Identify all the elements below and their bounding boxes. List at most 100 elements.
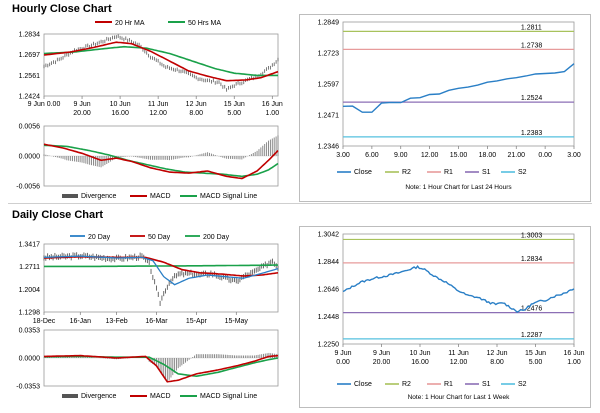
legend-200day-label: 200 Day <box>203 234 230 241</box>
x-tick-label: 16 Jun <box>563 350 584 357</box>
hourly-macd-chart: -0.0056 0.0000 0.0056 Divergence MACD MACD Si… <box>16 124 279 200</box>
legend-s1-label: S1 <box>482 381 491 388</box>
x-tick-label: 0.00 <box>538 152 552 159</box>
legend-divergence-swatch <box>62 394 78 398</box>
y-tick-label: 0.0353 <box>19 328 41 335</box>
y-tick-label: 0.0056 <box>19 124 41 131</box>
legend-r1-label: R1 <box>444 381 453 388</box>
hourly-24h-chart: 1.2346 1.2471 1.2597 1.2723 1.2849 1.2811 1.27… <box>318 20 581 192</box>
y-tick-label: 1.3417 <box>19 242 41 249</box>
x-tick-label: 16-Mar <box>145 318 168 325</box>
x-tick-label: 3.00 <box>567 152 581 159</box>
x-tick-label: 18-Dec <box>33 318 56 325</box>
legend-20hr-label: 20 Hr MA <box>115 20 145 27</box>
y-tick-label: 0.0000 <box>19 356 41 363</box>
plot-frame <box>342 21 575 147</box>
level-s2-label: 1.2287 <box>521 332 543 339</box>
legend-divergence-label: Divergence <box>81 393 117 400</box>
y-tick-label: -0.0056 <box>16 184 40 191</box>
legend-s2-label: S2 <box>518 169 527 176</box>
x-tick-label: 21.00 <box>507 152 525 159</box>
x-tick-label: 11 Jun <box>448 350 469 357</box>
x-tick-label: 8.00 <box>189 110 203 117</box>
legend-macd-label: MACD <box>150 393 171 400</box>
plot-frame <box>342 233 575 345</box>
level-r1-label: 1.2738 <box>521 42 543 49</box>
level-r2-label: 1.3003 <box>521 232 543 239</box>
x-tick-label: 12.00 <box>421 152 439 159</box>
plot-frame <box>43 243 279 313</box>
legend-close-label: Close <box>354 381 372 388</box>
y-tick-label: 1.2697 <box>19 52 41 59</box>
chart-note: Note: 1 Hour Chart for Last 1 Week <box>408 394 511 401</box>
x-tick-label: 16.00 <box>111 110 129 117</box>
level-s2-label: 1.2383 <box>521 130 543 137</box>
x-tick-label: 1.00 <box>567 359 581 366</box>
macd-signal-line <box>43 144 279 178</box>
x-tick-label: 8.00 <box>490 359 504 366</box>
ma50-line <box>43 45 278 77</box>
x-tick-label: 3.00 <box>336 152 350 159</box>
x-tick-label: 15 Jun <box>224 101 245 108</box>
y-tick-label: 1.2471 <box>318 113 340 120</box>
chart-note: Note: 1 Hour Chart for Last 24 Hours <box>405 184 512 191</box>
y-tick-label: 1.3042 <box>318 232 340 239</box>
y-tick-label: 1.2849 <box>318 20 340 27</box>
x-tick-label: 20.00 <box>373 359 391 366</box>
level-s1-label: 1.2476 <box>521 306 543 313</box>
x-tick-label: 12 Jun <box>186 101 207 108</box>
x-tick-label: 9 Jun <box>373 350 390 357</box>
daily-week-panel <box>299 226 591 408</box>
x-tick-label: 0.00 <box>336 359 350 366</box>
ma20-line <box>43 255 279 286</box>
x-tick-label: 20.00 <box>73 110 91 117</box>
x-tick-label: 11 Jun <box>148 101 169 108</box>
y-tick-label: -0.0353 <box>16 384 40 391</box>
y-tick-label: 1.2250 <box>318 342 340 349</box>
legend-divergence-swatch <box>62 194 78 198</box>
x-tick-label: 12.00 <box>450 359 468 366</box>
x-tick-label: 9.00 <box>394 152 408 159</box>
ma200-line <box>44 264 278 268</box>
x-tick-label: 9 Jun <box>73 101 90 108</box>
y-tick-label: 0.0000 <box>19 154 41 161</box>
x-tick-label: 15-May <box>225 318 249 325</box>
legend-signal-label: MACD Signal Line <box>200 393 257 400</box>
y-tick-label: 1.2561 <box>19 73 41 80</box>
x-tick-label: 15.00 <box>450 152 468 159</box>
x-tick-label: 16 Jun <box>262 101 283 108</box>
x-tick-label: 15 Jun <box>525 350 546 357</box>
legend-50day-label: 50 Day <box>148 234 171 241</box>
y-tick-label: 1.2834 <box>19 32 41 39</box>
y-tick-label: 1.2346 <box>318 144 340 151</box>
legend-s2-label: S2 <box>518 381 527 388</box>
y-tick-label: 1.1298 <box>19 310 41 317</box>
x-tick-label: 1.00 <box>265 110 279 117</box>
y-tick-label: 1.2004 <box>19 287 41 294</box>
legend-divergence-label: Divergence <box>81 193 117 200</box>
y-tick-label: 1.2448 <box>318 314 340 321</box>
x-tick-label: 5.00 <box>227 110 241 117</box>
daily-price-chart: 20 Day 50 Day 200 Day 1.1298 1.2004 1.2711 1.3… <box>19 234 279 325</box>
legend-r2-label: R2 <box>402 169 411 176</box>
y-tick-label: 1.2844 <box>318 259 340 266</box>
x-tick-label: 10 Jun <box>409 350 430 357</box>
hourly-24h-panel <box>299 14 591 202</box>
hourly-title: Hourly Close Chart <box>12 3 112 15</box>
daily-macd-chart: -0.0353 0.0000 0.0353 Divergence MACD MACD Si… <box>16 328 279 400</box>
x-tick-label: 10 Jun <box>110 101 131 108</box>
legend-50hr-label: 50 Hrs MA <box>188 20 221 27</box>
plot-frame <box>43 33 279 97</box>
level-s1-label: 1.2524 <box>521 95 543 102</box>
x-tick-label: 15-Apr <box>186 318 208 325</box>
close-line <box>342 265 575 313</box>
legend-s1-label: S1 <box>482 169 491 176</box>
x-tick-label: 5.00 <box>529 359 543 366</box>
section-divider <box>8 203 592 204</box>
level-r2-label: 1.2811 <box>521 24 542 31</box>
x-tick-label: 16-Jan <box>70 318 92 325</box>
x-tick-label: 6.00 <box>365 152 379 159</box>
x-tick-label: 13-Feb <box>105 318 127 325</box>
y-tick-label: 1.2424 <box>19 94 41 101</box>
legend-signal-label: MACD Signal Line <box>200 193 257 200</box>
